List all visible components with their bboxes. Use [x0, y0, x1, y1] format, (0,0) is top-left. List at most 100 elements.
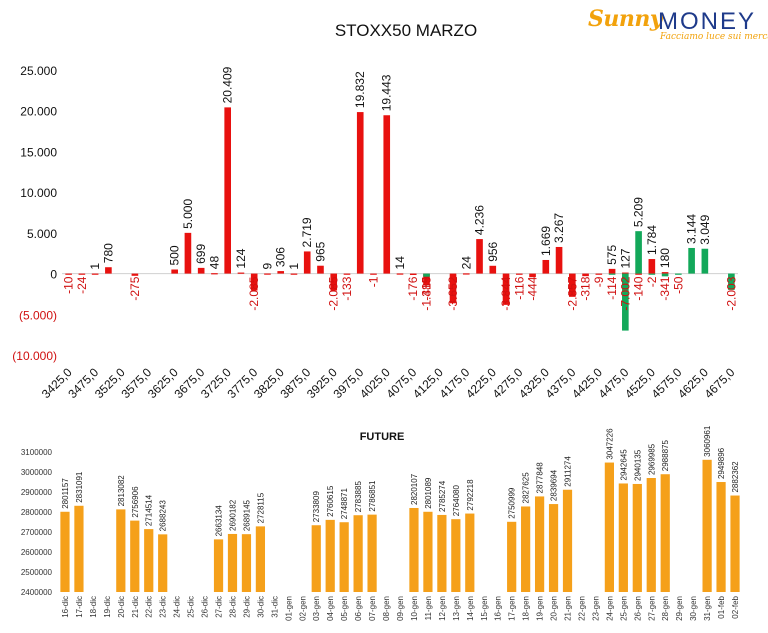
data-label: -140 — [632, 276, 646, 300]
future-chart: FUTURE 3100000 3000000 2900000 2800000 27000… — [21, 425, 740, 621]
future-x-tick-label: 21-gen — [564, 596, 573, 621]
bar — [211, 273, 218, 275]
y-tick-label: (5.000) — [19, 308, 57, 322]
bar — [555, 246, 563, 274]
future-data-label: 2813082 — [117, 475, 126, 507]
data-label: -2 — [645, 276, 659, 287]
future-x-tick-label: 20-gen — [550, 596, 559, 621]
future-x-tick-label: 22-gen — [577, 596, 586, 621]
data-label: -3.844 — [499, 276, 513, 310]
bar — [635, 273, 642, 275]
future-bar — [604, 462, 614, 592]
data-label: 3.144 — [685, 214, 699, 244]
future-data-label: 2877848 — [536, 462, 545, 494]
future-bar — [618, 483, 628, 592]
future-x-tick-label: 28-gen — [661, 596, 670, 621]
y-tick-label: 0 — [50, 268, 57, 282]
bar — [476, 239, 483, 274]
bar — [277, 271, 285, 274]
data-label: -9 — [592, 276, 606, 287]
future-x-tick-label: 31-dic — [270, 596, 279, 618]
data-label: 1.784 — [645, 225, 659, 255]
future-data-label: 2785274 — [438, 480, 447, 512]
bar — [423, 273, 430, 277]
future-data-label: 2942645 — [619, 449, 628, 481]
future-data-label: 2969985 — [647, 443, 656, 475]
bar — [250, 273, 258, 291]
future-bar — [255, 526, 266, 592]
data-label: -176 — [406, 276, 420, 300]
future-data-label: 2783885 — [354, 481, 363, 513]
future-x-tick-label: 02-feb — [731, 595, 740, 618]
data-label: 5.000 — [181, 199, 195, 229]
bar — [608, 273, 616, 275]
future-x-tick-label: 11-gen — [424, 596, 433, 620]
future-x-tick-label: 16-dic — [61, 596, 70, 618]
future-x-tick-label: 01-feb — [717, 595, 726, 618]
bar — [383, 115, 391, 274]
future-x-tick-label: 16-gen — [494, 596, 503, 621]
future-x-tick-label: 29-gen — [675, 596, 684, 621]
bar — [675, 273, 682, 275]
bar — [728, 273, 735, 290]
data-label: -444 — [526, 276, 540, 300]
future-x-tick-label: 30-gen — [689, 596, 698, 621]
data-label: 1.669 — [539, 226, 553, 256]
data-label: -116 — [512, 276, 526, 299]
bar — [688, 247, 695, 274]
future-bar — [311, 525, 321, 592]
logo-word-money: MONEY — [658, 8, 757, 35]
bar — [502, 273, 510, 305]
future-bar — [130, 520, 140, 592]
future-x-tick-label: 27-gen — [647, 596, 656, 621]
chart-title: STOXX50 MARZO — [335, 21, 477, 40]
future-data-label: 2764080 — [452, 484, 461, 516]
future-x-tick-label: 26-gen — [633, 596, 642, 621]
future-x-tick-label: 03-gen — [312, 596, 321, 621]
future-bar — [116, 509, 126, 592]
future-data-label: 2827625 — [522, 472, 531, 504]
bar — [595, 273, 603, 275]
y-tick-label: 15.000 — [20, 145, 57, 159]
future-y-tick-label: 3000000 — [21, 468, 53, 477]
future-bar — [353, 515, 363, 592]
future-bar — [437, 514, 447, 592]
bar — [449, 273, 457, 304]
future-y-tick-label: 2400000 — [21, 588, 53, 597]
bar — [622, 272, 629, 274]
bar — [423, 273, 430, 286]
future-y-tick-label: 2600000 — [21, 548, 53, 557]
data-label: 24 — [459, 256, 473, 270]
future-data-label: 2714514 — [145, 494, 154, 526]
data-label: 14 — [393, 256, 407, 270]
future-bar — [227, 533, 238, 592]
bar — [370, 273, 377, 275]
data-label: 9 — [260, 262, 274, 269]
future-data-label: 2756906 — [131, 486, 140, 518]
future-x-tick-label: 29-dic — [242, 596, 251, 618]
data-label: -7.002 — [618, 276, 632, 310]
future-data-label: 2663134 — [215, 505, 224, 537]
future-x-tick-label: 27-dic — [215, 596, 224, 618]
bar — [648, 273, 656, 275]
data-label: 575 — [605, 245, 619, 265]
data-label: 19.832 — [353, 71, 367, 108]
bar — [569, 273, 576, 297]
future-x-tick-label: 30-dic — [256, 596, 265, 618]
future-bar — [730, 495, 740, 592]
bar — [330, 273, 338, 291]
data-label: -1.419 — [420, 276, 434, 310]
bar — [290, 273, 298, 275]
data-label: -2.857 — [565, 276, 579, 310]
future-bar — [144, 529, 154, 592]
future-data-label: 2940135 — [633, 449, 642, 481]
data-label: 19.443 — [380, 74, 394, 111]
future-x-tick-label: 28-dic — [228, 596, 237, 618]
future-x-tick-label: 23-gen — [591, 596, 600, 621]
future-x-tick-label: 01-gen — [284, 596, 293, 621]
future-bar — [702, 459, 712, 592]
future-x-tick-label: 13-gen — [452, 596, 461, 621]
y-tick-label: 20.000 — [20, 105, 57, 119]
future-bar — [632, 483, 642, 592]
future-data-label: 3047226 — [605, 428, 614, 460]
